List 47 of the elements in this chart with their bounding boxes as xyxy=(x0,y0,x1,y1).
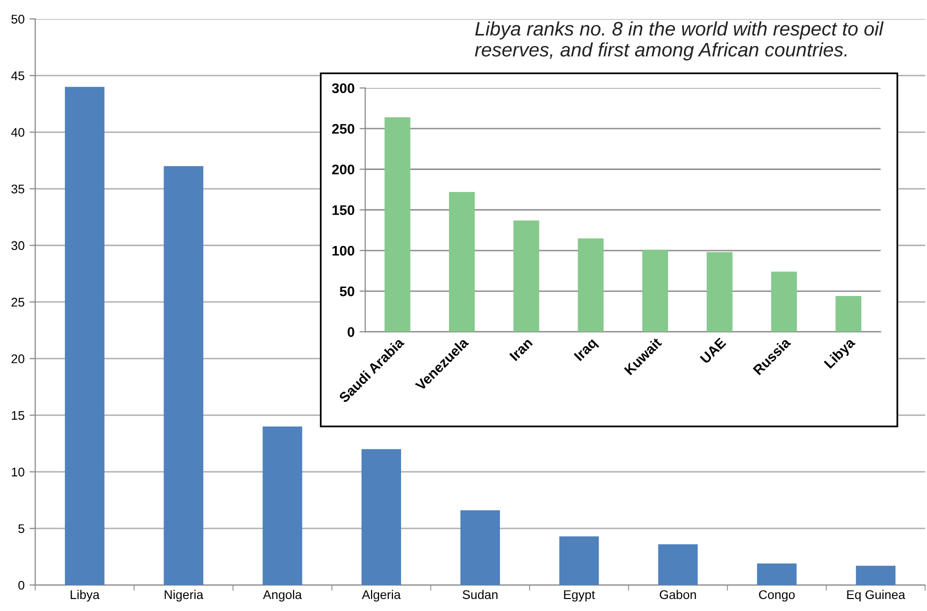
bar xyxy=(384,117,410,332)
bar xyxy=(757,564,797,586)
y-tick-label: 300 xyxy=(332,83,354,94)
y-tick-label: 200 xyxy=(332,164,354,174)
bar xyxy=(513,220,540,332)
bar xyxy=(706,252,732,332)
x-tick-label: Iran xyxy=(509,338,533,362)
bar xyxy=(164,166,204,586)
y-tick-label: 20 xyxy=(12,354,24,364)
x-tick-label: Gabon xyxy=(660,590,696,600)
x-tick-label: Iraq xyxy=(574,338,600,364)
bar xyxy=(836,296,862,332)
bar xyxy=(362,449,402,586)
y-tick-label: 5 xyxy=(18,524,24,534)
y-tick-label: 250 xyxy=(332,124,354,134)
x-tick-label: Angola xyxy=(262,590,302,602)
bar xyxy=(771,272,797,332)
y-tick-label: 0 xyxy=(348,327,354,337)
bar xyxy=(642,250,668,332)
y-tick-label: 10 xyxy=(12,468,24,476)
bar xyxy=(64,86,104,586)
bar xyxy=(658,544,698,586)
y-tick-label: 40 xyxy=(11,128,24,137)
annotation: Libya ranks no. 8 in the world with respect to oil reserves, and first among African countries. xyxy=(474,21,884,60)
bar xyxy=(856,566,896,586)
y-tick-label: 25 xyxy=(12,298,24,307)
bar xyxy=(460,510,500,586)
x-tick-label: Algeria xyxy=(362,590,401,602)
bar xyxy=(578,238,604,332)
y-tick-label: 15 xyxy=(12,411,24,420)
y-tick-label: 35 xyxy=(11,184,24,194)
x-tick-label: Libya xyxy=(70,590,100,602)
y-tick-label: 50 xyxy=(340,286,354,296)
x-tick-label: Eq Guinea xyxy=(847,590,906,602)
bar xyxy=(262,426,302,586)
x-tick-label: Egypt xyxy=(564,590,595,602)
y-tick-label: 150 xyxy=(332,205,354,216)
y-tick-label: 50 xyxy=(11,14,24,24)
x-tick-label: Nigeria xyxy=(164,590,204,602)
bar xyxy=(559,536,599,586)
y-tick-label: 100 xyxy=(332,246,354,256)
y-tick-label: 45 xyxy=(11,71,24,80)
y-tick-label: 0 xyxy=(18,580,24,590)
x-tick-label: Sudan xyxy=(462,590,498,600)
x-tick-label: Congo xyxy=(759,590,795,602)
y-tick-label: 30 xyxy=(11,241,24,250)
bar xyxy=(448,192,475,332)
